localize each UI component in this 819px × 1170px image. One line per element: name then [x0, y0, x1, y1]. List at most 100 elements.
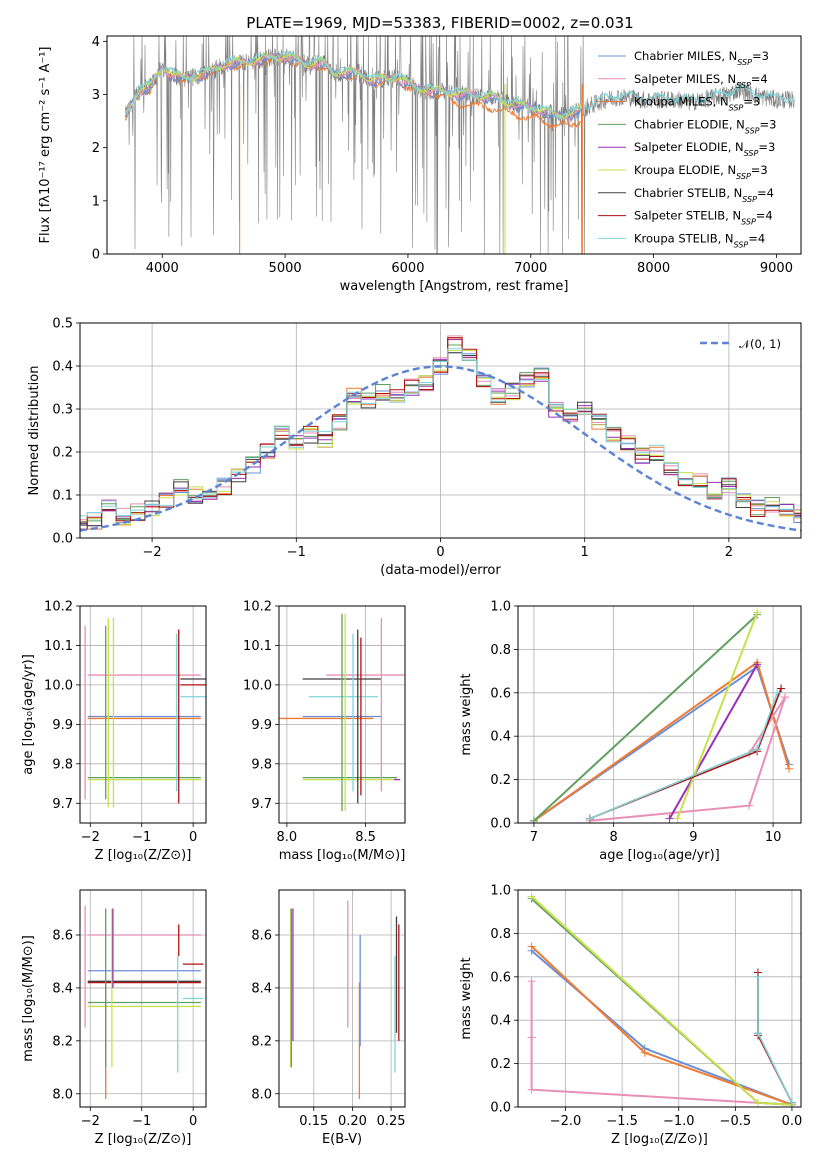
legend-label: Kroupa STELIB, NSSP=4 [634, 231, 765, 249]
x-tick-label: 0 [189, 1114, 197, 1129]
weight-point-KroupaMILES [785, 764, 794, 773]
y-tick-label: 8.2 [251, 1034, 272, 1049]
weight-point-SalpeterSTELIB [777, 684, 786, 693]
y-tick-label: 0.4 [490, 1014, 511, 1029]
y-tick-label: 0.5 [52, 317, 73, 332]
residual-histogram-KroupaELODIE [80, 350, 801, 525]
plot-area-age-vs-mass [279, 613, 405, 812]
axes-frame [517, 605, 802, 824]
x-tick-label: 8 [610, 830, 618, 845]
plot-area-weight-vs-Z [527, 892, 796, 1107]
legend-label: 𝒩(0, 1) [739, 337, 781, 351]
y-tick-label: 0.8 [490, 927, 511, 942]
spectrum-legend: Chabrier MILES, NSSP=3 Salpeter MILES, NS… [598, 49, 776, 249]
y-tick-label: 9.8 [251, 757, 272, 772]
x-tick-label: 8.5 [355, 830, 376, 845]
weight-point-SalpeterMILES [781, 693, 790, 702]
x-tick-label: 10 [765, 830, 782, 845]
x-axis-label: wavelength [Angstrom, rest frame] [340, 279, 569, 294]
x-tick-label: −1.0 [663, 1114, 695, 1129]
axes-mass-vs-ebv: 0.15 0.20 0.25 8.0 8.2 8.4 8.6 E(B-V) [251, 889, 406, 1147]
x-tick-label: −1 [132, 830, 151, 845]
y-tick-label: 0.4 [490, 730, 511, 745]
weight-point-SalpeterELODIE [665, 814, 674, 823]
x-tick-label: 0 [189, 830, 197, 845]
axes-frame [106, 35, 802, 255]
legend-label: Chabrier ELODIE, NSSP=3 [634, 117, 776, 135]
residual-histogram-ChabrierSTELIB [80, 352, 801, 527]
x-tick-label: 7000 [514, 261, 547, 276]
axes-mass-vs-Z: −2 −1 0 8.0 8.2 8.4 8.6 Z [log₁₀(Z/Z⊙)] mass [lo… [21, 889, 207, 1147]
axes-age-vs-mass: 8.0 8.5 9.7 9.8 9.9 10.0 10.1 10.2 mass [log₁₀(M… [243, 600, 406, 863]
axes-frame [79, 322, 802, 539]
y-tick-label: 8.0 [251, 1087, 272, 1102]
y-axis-label: mass [log₁₀(M/M⊙)] [21, 935, 36, 1062]
residual-legend: 𝒩(0, 1) [700, 337, 781, 351]
plot-area-residuals [80, 335, 801, 532]
y-tick-label: 0.4 [52, 360, 73, 375]
weight-point-ChabrierELODIE [529, 816, 538, 823]
x-tick-label: 0.25 [377, 1114, 406, 1129]
x-axis-label: age [log₁₀(age/yr)] [599, 848, 720, 863]
x-tick-label: −1.5 [606, 1114, 638, 1129]
y-tick-label: 9.7 [52, 797, 73, 812]
axes-weight-vs-Z: −2.0 −1.5 −1.0 −0.5 0.0 0.0 0.2 0.4 0.6 0.8 1.0 Z [… [459, 884, 802, 1148]
y-tick-label: 8.4 [52, 981, 73, 996]
weight-point-KroupaSTELIB [753, 972, 762, 981]
legend-label: Chabrier MILES, NSSP=3 [634, 49, 769, 67]
axes-age-vs-Z: −2 −1 0 9.7 9.8 9.9 10.0 10.1 10.2 Z [log₁₀(Z/Z⊙)… [21, 600, 207, 863]
x-axis-label: mass [log₁₀(M/M⊙)] [279, 848, 406, 863]
weight-point-KroupaSTELIB [787, 1098, 796, 1107]
legend-label: Salpeter MILES, NSSP=4 [634, 72, 768, 90]
x-tick-label: −2.0 [550, 1114, 582, 1129]
residual-histogram-KroupaSTELIB [80, 348, 801, 518]
x-tick-label: −2 [81, 1114, 100, 1129]
y-axis-label: Flux [fλ10⁻¹⁷ erg cm⁻² s⁻¹ A⁻¹] [38, 47, 53, 244]
x-tick-label: 9000 [760, 261, 793, 276]
figure-title: PLATE=1969, MJD=53383, FIBERID=0002, z=0… [246, 14, 633, 32]
y-tick-label: 1.0 [490, 884, 511, 899]
y-axis-label: mass weight [459, 957, 474, 1039]
weight-point-KroupaMILES [640, 1048, 649, 1057]
axes-weight-vs-age: 7 8 9 10 0.0 0.2 0.4 0.6 0.8 1.0 age [log₁₀(age/yr… [459, 600, 802, 863]
y-tick-label: 10.2 [44, 600, 73, 615]
x-axis-label: (data-model)/error [380, 563, 501, 578]
weight-point-KroupaSTELIB [753, 745, 762, 754]
y-tick-label: 3 [92, 88, 100, 103]
axes-spectrum: 4000 5000 6000 7000 8000 9000 0 1 2 3 4 wavelength … [38, 35, 802, 294]
y-tick-label: 1.0 [490, 600, 511, 615]
weight-point-KroupaELODIE [673, 814, 682, 823]
plots-group: 4000 5000 6000 7000 8000 900001234wavelength … [21, 35, 802, 1148]
plot-area-weight-vs-age [529, 608, 794, 823]
y-tick-label: 9.7 [251, 797, 272, 812]
axes-frame [278, 605, 406, 824]
y-tick-label: 0.0 [52, 532, 73, 547]
x-tick-label: 8000 [637, 261, 670, 276]
y-tick-label: 4 [92, 35, 100, 50]
y-tick-label: 8.0 [52, 1087, 73, 1102]
y-tick-label: 2 [92, 141, 100, 156]
y-tick-label: 0.1 [52, 489, 73, 504]
x-tick-label: −2 [143, 545, 162, 560]
x-axis-label: Z [log₁₀(Z/Z⊙)] [611, 1132, 708, 1147]
y-axis-label: age [log₁₀(age/yr)] [21, 654, 36, 775]
x-tick-label: 8.0 [277, 830, 298, 845]
x-tick-label: −1 [287, 545, 306, 560]
weight-point-SalpeterMILES [745, 801, 754, 810]
y-tick-label: 0.0 [490, 817, 511, 832]
y-tick-label: 1 [92, 194, 100, 209]
x-axis-label: Z [log₁₀(Z/Z⊙)] [95, 1132, 192, 1147]
x-tick-label: 0.0 [782, 1114, 803, 1129]
x-tick-label: 0.20 [338, 1114, 367, 1129]
weight-point-KroupaSTELIB [773, 688, 782, 697]
y-tick-label: 10.2 [243, 600, 272, 615]
axes-frame [517, 889, 802, 1108]
y-tick-label: 0.8 [490, 643, 511, 658]
x-tick-label: 4000 [146, 261, 179, 276]
y-tick-label: 9.9 [52, 718, 73, 733]
y-tick-label: 10.0 [44, 678, 73, 693]
x-tick-label: 0 [436, 545, 444, 560]
weight-line-SalpeterELODIE [668, 664, 759, 820]
